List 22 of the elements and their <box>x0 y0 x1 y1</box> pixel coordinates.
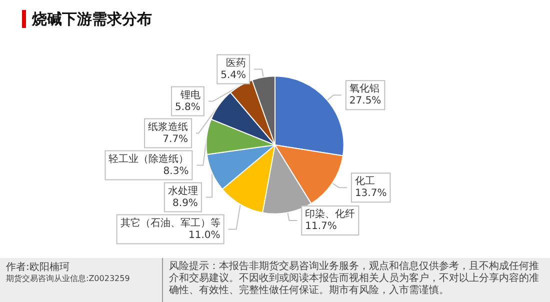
data-label: 11.7% <box>305 221 337 232</box>
text: 期货交易咨询从业信息:Z0023259 <box>6 273 131 284</box>
data-label: 27.5% <box>349 96 382 107</box>
slice-label: 印染、化纤 <box>305 208 356 220</box>
text: 风险提示：本报告非期货交易咨询业务服务，观点和信息仅供参考，且不构成任何推介和交易建议。不因收到或阅读本报告而视相关人员为客户，不对以上分享内容的准确性、有效性、完整性做任何保证。期市有风险，入市需谨慎。 <box>169 261 540 297</box>
text: 作者:欧阳楠珂 <box>6 262 70 273</box>
data-label: 11.0% <box>188 230 220 241</box>
slice-label: 医药 <box>226 56 246 69</box>
data-label: 5.4% <box>220 70 246 81</box>
data-label: 13.7% <box>354 188 387 200</box>
slice-label: 化工 <box>354 175 375 188</box>
data-label: 8.9% <box>172 198 198 209</box>
slice-label: 水处理 <box>168 184 198 197</box>
slice-label: 纸浆造纸 <box>148 120 188 133</box>
slice-label: 其它（石油、军工）等 <box>120 216 220 229</box>
data-label: 5.8% <box>175 102 200 113</box>
slice-label: 轻工业（除造纸） <box>108 152 189 165</box>
chart-title: 烧碱下游需求分布 <box>22 10 152 28</box>
slice-label: 锂电 <box>179 88 200 101</box>
data-label: 7.7% <box>162 134 188 145</box>
slice-label: 氧化铝 <box>349 82 380 95</box>
data-label: 8.3% <box>163 166 189 177</box>
